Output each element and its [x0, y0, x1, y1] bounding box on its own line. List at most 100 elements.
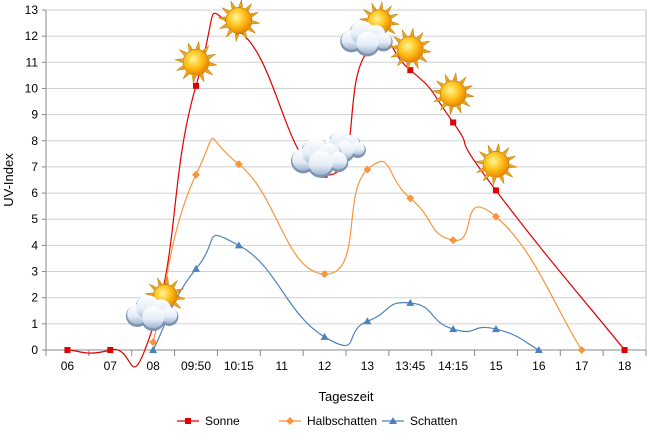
sun-ray [199, 74, 205, 82]
y-tick-label: 7 [31, 160, 38, 174]
x-tick-label: 07 [104, 359, 118, 373]
sun-icon [389, 28, 432, 71]
sun-ray [388, 27, 396, 35]
data-point-sonne [493, 187, 499, 194]
sun-ray [401, 29, 408, 38]
legend-item-halbschatten: Halbschatten [279, 414, 377, 428]
y-tick-label: 0 [31, 343, 38, 357]
legend-label: Halbschatten [307, 414, 377, 428]
data-point-sonne [407, 67, 414, 74]
sun-ray [176, 288, 184, 294]
x-tick-label: 16 [532, 359, 546, 373]
y-tick-label: 1 [31, 317, 38, 331]
data-point-halbschatten [320, 270, 329, 279]
legend-label: Sonne [205, 414, 240, 428]
sun-ray [221, 7, 230, 14]
data-point-halbschatten [149, 338, 158, 347]
x-tick-label: 13 [361, 359, 375, 373]
data-point-sonne [621, 347, 628, 353]
data-point-sonne [107, 347, 114, 353]
sun-ray [248, 27, 256, 34]
sun-ray [225, 29, 233, 38]
cloud-puff [142, 306, 165, 329]
cloud-puff [161, 307, 178, 324]
cloud-puff [329, 151, 348, 170]
data-point-sonne [193, 82, 199, 89]
sun-ray [175, 58, 183, 63]
sun-ray [390, 52, 399, 58]
cloud-puff [375, 32, 392, 49]
sun-disc [396, 35, 424, 63]
sun-ray [449, 106, 454, 115]
x-tick-label: 15 [489, 359, 503, 373]
sun-disc [482, 150, 510, 178]
data-point-halbschatten [577, 346, 586, 354]
sun-ray [406, 62, 411, 71]
sun-disc [439, 80, 467, 108]
sun-ray [419, 55, 428, 63]
sun-icon [175, 41, 217, 84]
data-point-halbschatten [449, 236, 458, 245]
x-tick-label: 12 [318, 359, 332, 373]
series-markers [64, 27, 628, 354]
y-tick-label: 10 [25, 81, 39, 95]
sun-ray [466, 93, 475, 98]
data-point-schatten [320, 332, 329, 340]
data-point-halbschatten [192, 170, 200, 179]
sun-ray [171, 280, 178, 288]
sun-ray [245, 3, 252, 11]
sun-ray [230, 0, 236, 9]
y-tick-label: 2 [31, 291, 38, 305]
sun-ray [145, 292, 153, 297]
sun-ray [492, 177, 497, 186]
legend-marker [286, 417, 294, 425]
sun-ray [413, 61, 419, 69]
cloud-puff [351, 141, 365, 156]
sun-ray [192, 75, 197, 84]
y-tick-label: 12 [25, 29, 39, 43]
series-line-schatten [152, 234, 540, 351]
x-tick-label: 08 [146, 359, 160, 373]
y-tick-label: 13 [25, 3, 39, 17]
weather-icons [125, 0, 517, 332]
sun-ray [502, 147, 509, 155]
x-tick-label: 06 [61, 359, 75, 373]
sun-ray [252, 20, 260, 25]
series-line-halbschatten [152, 137, 583, 351]
y-tick-label: 3 [31, 265, 38, 279]
sun-ray [509, 163, 517, 169]
data-point-schatten [449, 325, 458, 333]
sun-ray [164, 276, 169, 285]
data-point-schatten [149, 346, 158, 353]
sun-ray [157, 277, 163, 286]
x-tick-label: 17 [575, 359, 589, 373]
legend-marker [185, 418, 191, 424]
y-tick-label: 6 [31, 186, 38, 200]
sun-ray [459, 76, 467, 85]
sun-ray [397, 58, 404, 67]
x-tick-label: 09:50 [181, 359, 211, 373]
sun-behind-cloud-icon [125, 276, 186, 332]
sun-ray [433, 96, 442, 102]
y-tick-label: 5 [31, 212, 38, 226]
cloud-body [341, 20, 392, 54]
clouds-icon [290, 131, 366, 178]
y-tick-label: 8 [31, 134, 38, 148]
x-tick-label: 18 [618, 359, 632, 373]
sun-ray [363, 9, 371, 16]
sun-ray [423, 48, 432, 54]
cloud-puff [356, 31, 379, 54]
sun-ray [202, 45, 209, 53]
sun-ray [217, 16, 226, 21]
sun-ray [416, 32, 424, 40]
data-point-schatten [406, 298, 415, 306]
data-point-schatten [234, 241, 243, 249]
sun-ray [389, 45, 398, 50]
sun-rays [217, 0, 260, 42]
sun-ray [440, 103, 447, 111]
sun-ray [456, 105, 462, 114]
data-point-halbschatten [234, 160, 243, 169]
legend-item-schatten: Schatten [382, 414, 457, 428]
sun-ray [464, 85, 473, 91]
